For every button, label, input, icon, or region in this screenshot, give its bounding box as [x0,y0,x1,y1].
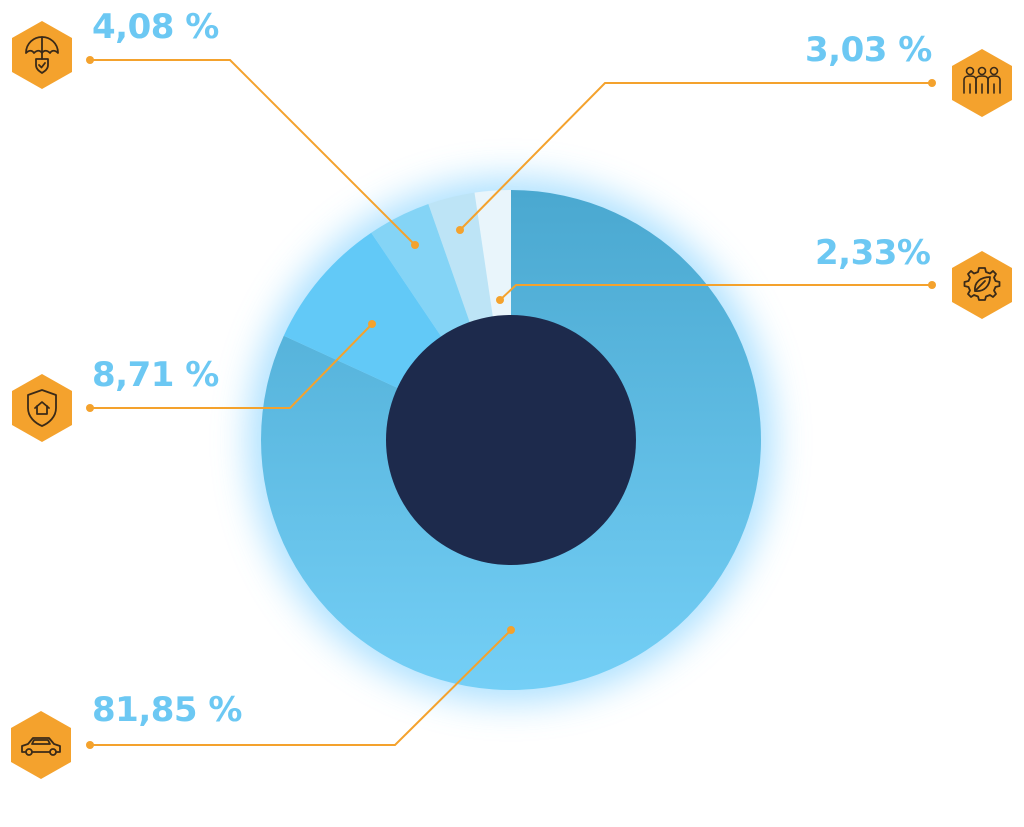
connector-group [86,56,936,749]
slice-label: 8,71 % [92,355,219,395]
connector-dot [411,241,419,249]
connector-line [499,284,932,301]
shield-home-icon [12,374,72,442]
connector-line [90,323,373,409]
connector-dot [507,626,515,634]
connector-line [90,629,512,746]
connector-dot [86,404,94,412]
connector-dot [368,320,376,328]
connector-dot [928,281,936,289]
slice-label: 4,08 % [92,7,219,47]
connector-dot [928,79,936,87]
umbrella-shield-icon [12,21,72,89]
connector-dot [456,226,464,234]
gear-leaf-icon [952,251,1012,319]
connector-line [459,82,932,231]
connector-line [90,59,416,246]
connector-dot [86,741,94,749]
donut-center [386,315,636,565]
car-icon [11,711,71,779]
slice-label: 81,85 % [92,690,242,730]
connector-dot [496,296,504,304]
slice-label: 3,03 % [805,30,932,70]
slice-label: 2,33% [815,233,931,273]
connector-dot [86,56,94,64]
family-icon [952,49,1012,117]
